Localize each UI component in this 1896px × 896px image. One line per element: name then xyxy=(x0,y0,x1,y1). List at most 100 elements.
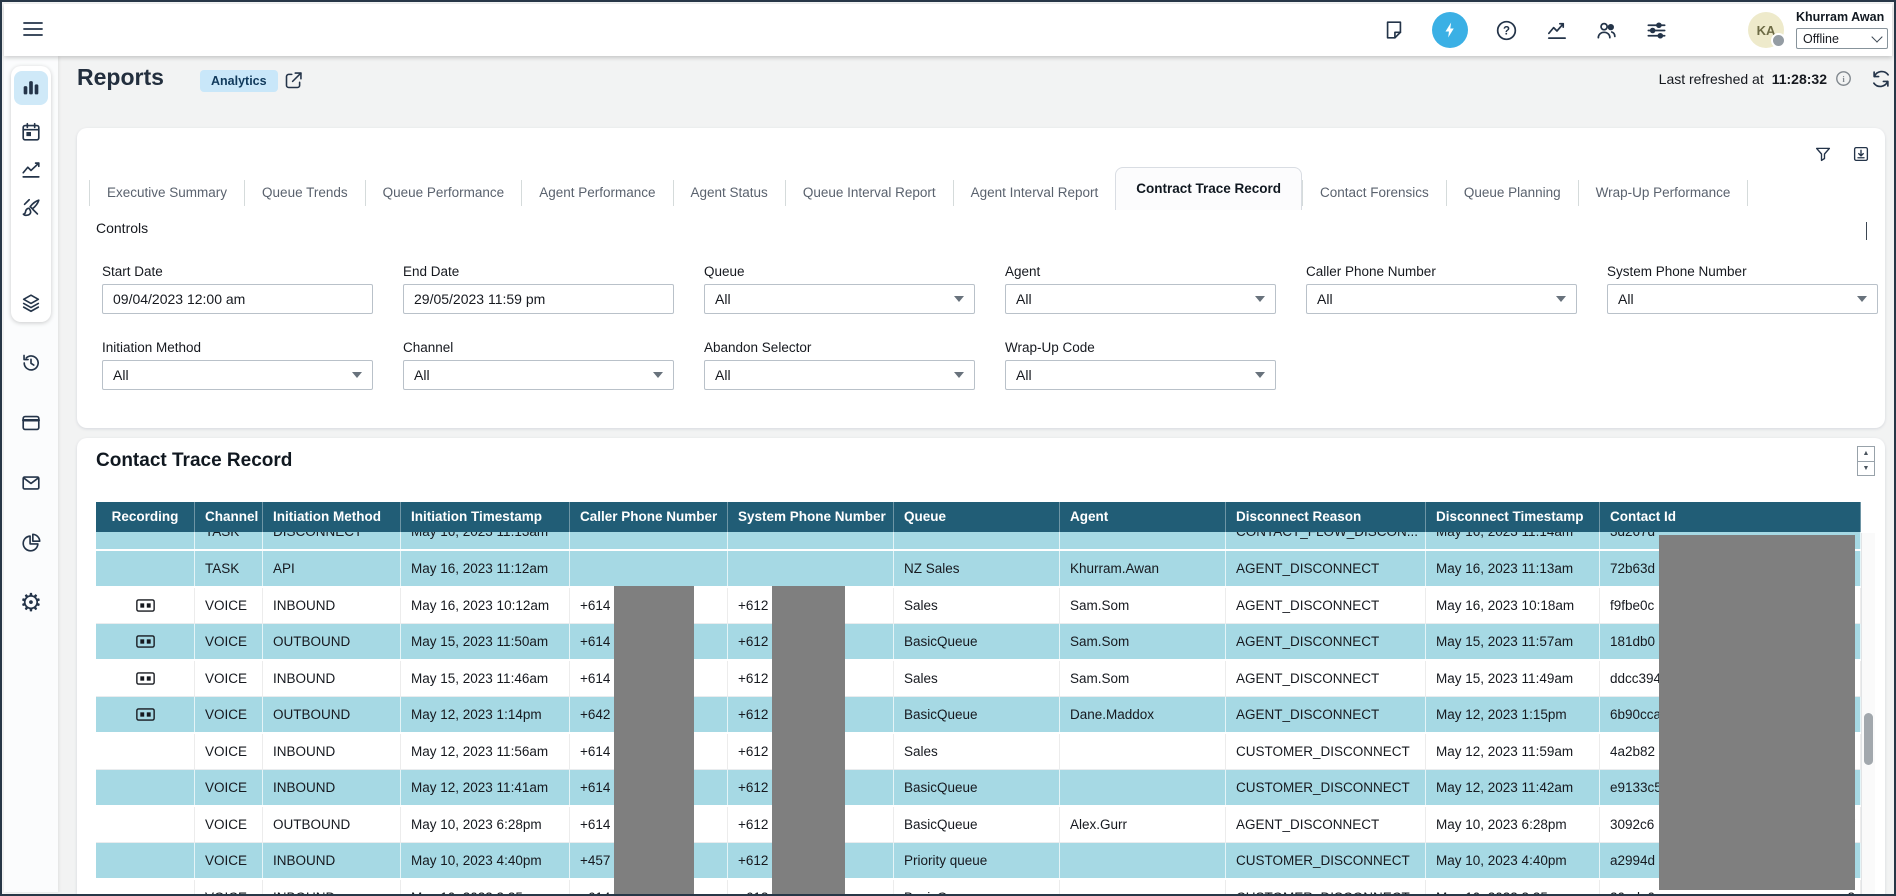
recording-icon[interactable] xyxy=(135,671,155,686)
sidebar-item-analytics[interactable] xyxy=(20,159,42,181)
download-icon[interactable] xyxy=(1851,144,1871,164)
contact-id-prefix: a2994d xyxy=(1610,853,1656,868)
spinner-up-icon[interactable]: ▲ xyxy=(1858,447,1874,462)
flash-icon[interactable] xyxy=(1432,12,1468,48)
control-field: Initiation Method All xyxy=(102,340,373,390)
column-header[interactable]: Disconnect Reason xyxy=(1226,502,1426,532)
caller-phone-cell xyxy=(570,532,728,549)
field-input[interactable]: 29/05/2023 11:59 pm xyxy=(403,284,674,314)
layers-icon xyxy=(22,294,40,313)
channel-cell: VOICE xyxy=(195,697,263,732)
report-tab[interactable]: Agent Performance xyxy=(521,180,672,206)
recording-icon[interactable] xyxy=(135,598,155,613)
control-field: Channel All xyxy=(403,340,674,390)
dropdown-caret-icon xyxy=(352,372,362,378)
metrics-icon[interactable] xyxy=(1544,18,1568,42)
settings-sliders-icon[interactable] xyxy=(1644,18,1668,42)
report-tab[interactable]: Queue Interval Report xyxy=(784,180,953,206)
filter-icon[interactable] xyxy=(1813,144,1833,164)
status-select[interactable]: Offline xyxy=(1796,28,1888,49)
avatar[interactable]: KA xyxy=(1748,12,1786,48)
contact-id-cell: 3d267d xyxy=(1600,532,1861,549)
channel-cell: VOICE xyxy=(195,734,263,769)
column-header[interactable]: Queue xyxy=(894,502,1060,532)
table-row: TASK DISCONNECT May 16, 2023 11:13am CON… xyxy=(96,532,1861,551)
recording-icon[interactable] xyxy=(135,634,155,649)
spinner-down-icon[interactable]: ▼ xyxy=(1862,464,1870,472)
external-link-icon[interactable] xyxy=(283,70,304,91)
column-header[interactable]: Initiation Timestamp xyxy=(401,502,570,532)
column-header[interactable]: Contact Id xyxy=(1600,502,1861,532)
recording-cell xyxy=(96,697,195,732)
disconnect-timestamp-cell: May 16, 2023 11:13am xyxy=(1426,551,1600,586)
field-input[interactable]: 09/04/2023 12:00 am xyxy=(102,284,373,314)
sidebar-item-design[interactable] xyxy=(20,197,42,219)
report-tab[interactable]: Queue Planning xyxy=(1445,180,1578,206)
agent-cell: Alex.Gurr xyxy=(1060,807,1226,842)
field-input[interactable]: All xyxy=(403,360,674,390)
sidebar-item-mail[interactable] xyxy=(20,472,42,494)
initiation-method-cell: INBOUND xyxy=(263,843,401,878)
sidebar-item-pie-reports[interactable] xyxy=(20,532,42,554)
recording-icon[interactable] xyxy=(135,707,155,722)
column-header[interactable]: Disconnect Timestamp xyxy=(1426,502,1600,532)
controls-section-label: Controls xyxy=(96,220,149,236)
caller-phone-cell: +614 xyxy=(570,624,728,659)
hamburger-menu-icon[interactable] xyxy=(22,19,44,39)
recording-cell xyxy=(96,807,195,842)
field-label: Start Date xyxy=(102,264,163,279)
field-input[interactable]: All xyxy=(1607,284,1878,314)
sidebar-item-schedule[interactable] xyxy=(20,121,42,143)
sidebar-item-window[interactable] xyxy=(20,412,42,434)
dropdown-caret-icon xyxy=(954,372,964,378)
info-icon[interactable]: i xyxy=(1835,70,1852,87)
field-input[interactable]: All xyxy=(704,284,975,314)
field-label: Abandon Selector xyxy=(704,340,812,355)
caller-phone-cell: +614 xyxy=(570,807,728,842)
sidebar-item-reports[interactable] xyxy=(14,71,48,105)
history-icon xyxy=(23,354,39,371)
channel-cell: VOICE xyxy=(195,661,263,696)
column-header[interactable]: Caller Phone Number xyxy=(570,502,728,532)
field-input[interactable]: All xyxy=(704,360,975,390)
collapse-chevron-icon[interactable] xyxy=(1866,222,1867,240)
report-tab[interactable]: Contact Forensics xyxy=(1302,180,1446,206)
column-header[interactable]: Recording xyxy=(96,502,195,532)
initiation-method-cell: API xyxy=(263,551,401,586)
disconnect-reason-cell: AGENT_DISCONNECT xyxy=(1226,697,1426,732)
dropdown-caret-icon xyxy=(1255,372,1265,378)
field-input[interactable]: All xyxy=(1005,360,1276,390)
refresh-icon[interactable] xyxy=(1870,68,1892,90)
report-tab[interactable]: Wrap-Up Performance xyxy=(1577,180,1749,206)
sidebar-item-settings[interactable]: ⚙ xyxy=(20,591,42,616)
field-input[interactable]: All xyxy=(1005,284,1276,314)
field-input[interactable]: All xyxy=(1306,284,1577,314)
help-icon[interactable]: ? xyxy=(1494,18,1518,42)
report-tab[interactable]: Queue Trends xyxy=(244,180,365,206)
sidebar-item-layers[interactable] xyxy=(20,292,42,314)
system-phone-cell: +612 xyxy=(728,624,894,659)
channel-cell: VOICE xyxy=(195,880,263,894)
field-input[interactable]: All xyxy=(102,360,373,390)
release-notes-icon[interactable] xyxy=(1382,18,1406,42)
report-tab[interactable]: Queue Performance xyxy=(364,180,522,206)
system-phone-cell: +612 xyxy=(728,880,894,894)
column-header[interactable]: Channel xyxy=(195,502,263,532)
column-header[interactable]: Agent xyxy=(1060,502,1226,532)
initiation-timestamp-cell: May 15, 2023 11:50am xyxy=(401,624,570,659)
sidebar-item-history[interactable] xyxy=(20,352,42,374)
table-row: VOICE INBOUND May 10, 2023 4:40pm +457 +… xyxy=(96,843,1861,880)
report-tab[interactable]: Contract Trace Record xyxy=(1115,167,1303,210)
contacts-icon[interactable] xyxy=(1594,18,1618,42)
scrollbar-thumb[interactable] xyxy=(1864,713,1873,765)
report-tab[interactable]: Executive Summary xyxy=(89,180,244,206)
column-header[interactable]: Initiation Method xyxy=(263,502,401,532)
disconnect-reason-cell: CUSTOMER_DISCONNECT xyxy=(1226,734,1426,769)
calendar-icon xyxy=(22,122,40,141)
field-value: All xyxy=(715,367,731,383)
report-tab[interactable]: Agent Interval Report xyxy=(952,180,1116,206)
disconnect-reason-cell: AGENT_DISCONNECT xyxy=(1226,807,1426,842)
report-tab[interactable]: Agent Status xyxy=(672,180,785,206)
analytics-badge[interactable]: Analytics xyxy=(200,70,278,92)
column-header[interactable]: System Phone Number xyxy=(728,502,894,532)
